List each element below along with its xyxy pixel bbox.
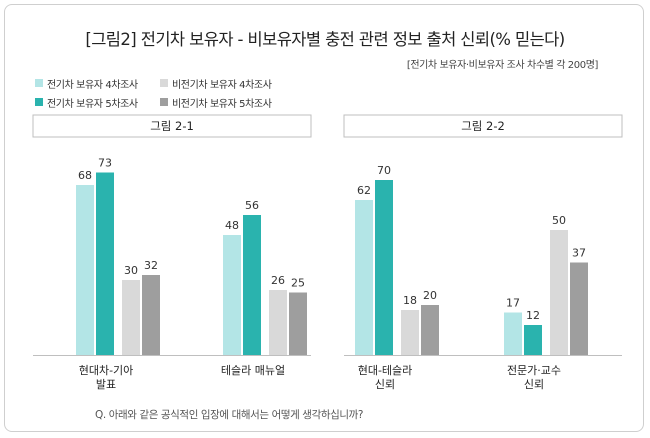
bar xyxy=(223,235,241,355)
bar xyxy=(142,275,160,355)
bar xyxy=(355,200,373,355)
category-label: 전문가·교수 xyxy=(507,364,561,377)
panel-header xyxy=(343,114,623,138)
legend-item-non-ev-5th: 비전기차 보유자 5차조사 xyxy=(160,95,272,110)
bar-value-label: 37 xyxy=(572,247,586,260)
bar xyxy=(524,325,542,355)
bar-value-label: 26 xyxy=(271,274,285,287)
bar-value-label: 18 xyxy=(403,294,417,307)
legend-label: 비전기차 보유자 5차조사 xyxy=(172,98,272,110)
legend-item-ev-owner-4th: 전기차 보유자 4차조사 xyxy=(35,76,138,91)
bar xyxy=(375,180,393,355)
bar-value-label: 62 xyxy=(357,184,371,197)
legend-item-ev-owner-5th: 전기차 보유자 5차조사 xyxy=(35,95,138,110)
panel-title: 그림 2-1 xyxy=(150,119,194,133)
chart-title: [그림2] 전기차 보유자 - 비보유자별 충전 관련 정보 출처 신뢰(% 믿… xyxy=(85,30,565,49)
bar-value-label: 17 xyxy=(506,297,520,310)
bar xyxy=(504,312,522,355)
bar xyxy=(122,280,140,355)
panel-header xyxy=(32,114,312,138)
legend-item-non-ev-4th: 비전기차 보유자 4차조사 xyxy=(160,76,272,91)
bar xyxy=(289,292,307,355)
bar xyxy=(243,215,261,355)
legend-swatch xyxy=(35,98,43,106)
bar xyxy=(401,310,419,355)
category-label: 테슬라 매뉴얼 xyxy=(221,363,285,377)
category-label: 발표 xyxy=(96,378,116,391)
bar-value-label: 12 xyxy=(526,309,540,322)
category-label: 현대-테슬라 xyxy=(358,364,413,377)
legend-label: 전기차 보유자 4차조사 xyxy=(47,79,138,91)
category-label: 현대차-기아 xyxy=(79,364,134,377)
bar xyxy=(96,172,114,355)
survey-question: Q. 아래와 같은 공식적인 입장에 대해서는 어떻게 생각하십니까? xyxy=(95,409,364,421)
bar-value-label: 56 xyxy=(245,199,259,212)
category-label: 신뢰 xyxy=(375,378,395,391)
legend-label: 전기차 보유자 5차조사 xyxy=(47,98,138,110)
category-label: 신뢰 xyxy=(524,378,544,391)
bar-value-label: 48 xyxy=(225,219,239,232)
legend-swatch xyxy=(35,79,43,87)
bar-value-label: 68 xyxy=(78,169,92,182)
bar-value-label: 32 xyxy=(144,259,158,272)
legend-label: 비전기차 보유자 4차조사 xyxy=(172,79,272,91)
bar xyxy=(76,185,94,355)
bar xyxy=(269,290,287,355)
chart-subtitle: [전기차 보유자·비보유자 조사 차수별 각 200명] xyxy=(406,60,599,71)
bar-value-label: 25 xyxy=(291,277,305,290)
legend-swatch xyxy=(160,79,168,87)
bar-value-label: 20 xyxy=(423,289,437,302)
bar-value-label: 73 xyxy=(98,157,112,170)
bar-value-label: 30 xyxy=(124,264,138,277)
bar-value-label: 50 xyxy=(552,214,566,227)
panel-title: 그림 2-2 xyxy=(461,119,505,133)
bar xyxy=(570,262,588,355)
bar-value-label: 70 xyxy=(377,164,391,177)
bar xyxy=(421,305,439,355)
bar xyxy=(550,230,568,355)
legend-swatch xyxy=(160,98,168,106)
